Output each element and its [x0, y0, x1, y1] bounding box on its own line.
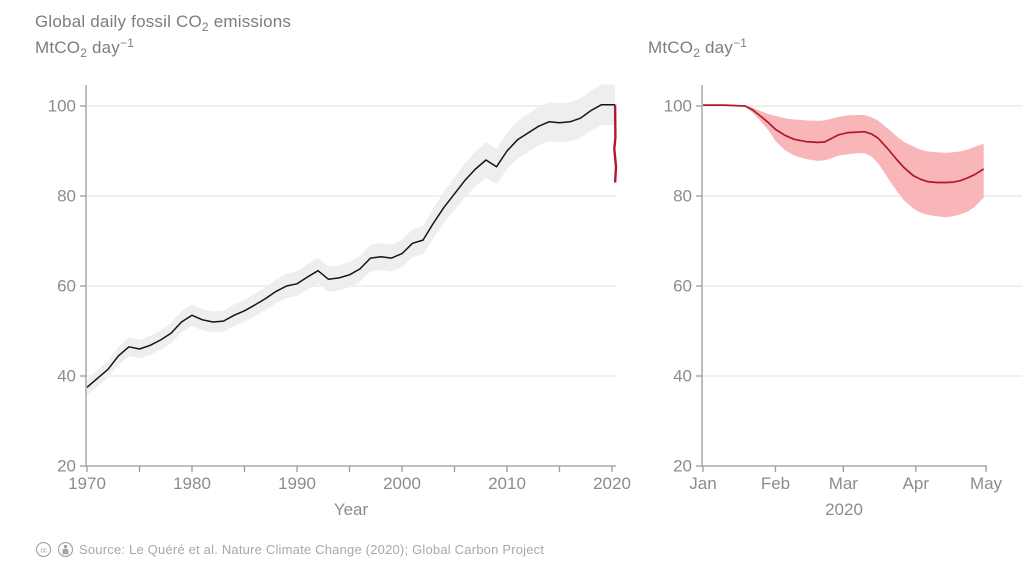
left-unit-text-2: day [87, 38, 120, 57]
y-tick-label-80: 80 [57, 187, 76, 206]
left-uncertainty-band [87, 84, 616, 395]
right-unit-subscript: 2 [693, 46, 701, 60]
x-tick-label-1970: 1970 [68, 474, 106, 493]
left-y-ticks: 20 40 60 80 100 [48, 97, 86, 476]
right-chart-axes [701, 85, 987, 467]
x-tick-label-1990: 1990 [278, 474, 316, 493]
left-chart: 20 40 60 80 100 1970 1980 1990 2000 2010 2020 Year [48, 84, 631, 519]
left-y-axis-unit: MtCO2 day−1 [35, 36, 134, 60]
left-unit-superscript: −1 [120, 36, 135, 50]
right-unit-superscript: −1 [733, 36, 748, 50]
figure-title-text-2: emissions [208, 12, 292, 31]
historic-emissions-line [86, 103, 616, 388]
y-tick-label-20: 20 [673, 457, 692, 476]
x-tick-label-1980: 1980 [173, 474, 211, 493]
source-text: Source: Le Quéré et al. Nature Climate C… [79, 542, 545, 557]
figure-title-subscript: 2 [201, 20, 209, 34]
figure-title: Global daily fossil CO2 emissions [35, 12, 291, 34]
right-y-ticks: 20 40 60 80 100 [664, 97, 702, 476]
left-chart-gridlines [87, 105, 616, 377]
source-attribution: cc Source: Le Quéré et al. Nature Climat… [35, 541, 544, 558]
left-unit-subscript: 2 [80, 46, 88, 60]
x-tick-label-Apr: Apr [903, 474, 930, 493]
daily-2020-line [703, 104, 985, 184]
right-chart: 20 40 60 80 100 Jan Feb Mar Apr May 2020 [664, 85, 1022, 519]
cc-by-attribution-icon [57, 541, 74, 558]
x-tick-label-Mar: Mar [829, 474, 859, 493]
figure-title-text: Global daily fossil CO [35, 12, 202, 31]
right-x-ticks: Jan Feb Mar Apr May [689, 466, 1003, 493]
y-tick-label-20: 20 [57, 457, 76, 476]
right-unit-text-2: day [700, 38, 733, 57]
y-tick-label-40: 40 [673, 367, 692, 386]
x-tick-label-May: May [970, 474, 1003, 493]
right-x-axis-title: 2020 [825, 500, 863, 519]
y-tick-label-40: 40 [57, 367, 76, 386]
right-unit-text: MtCO [648, 38, 694, 57]
right-uncertainty-band [703, 104, 984, 218]
x-tick-label-Jan: Jan [689, 474, 716, 493]
y-tick-label-60: 60 [673, 277, 692, 296]
x-tick-label-2020: 2020 [593, 474, 631, 493]
y-tick-label-100: 100 [664, 97, 692, 116]
left-unit-text: MtCO [35, 38, 81, 57]
y-tick-label-80: 80 [673, 187, 692, 206]
left-x-axis-title: Year [334, 500, 369, 519]
x-tick-label-Feb: Feb [761, 474, 790, 493]
right-y-axis-unit: MtCO2 day−1 [648, 36, 747, 60]
y-tick-label-100: 100 [48, 97, 76, 116]
x-tick-label-2010: 2010 [488, 474, 526, 493]
y-tick-label-60: 60 [57, 277, 76, 296]
x-tick-label-2000: 2000 [383, 474, 421, 493]
cc-license-icon: cc [35, 541, 52, 558]
svg-text:cc: cc [40, 545, 47, 554]
left-x-ticks: 1970 1980 1990 2000 2010 2020 [68, 466, 631, 493]
left-chart-axes [85, 85, 616, 467]
drop-2020-line [613, 104, 618, 183]
